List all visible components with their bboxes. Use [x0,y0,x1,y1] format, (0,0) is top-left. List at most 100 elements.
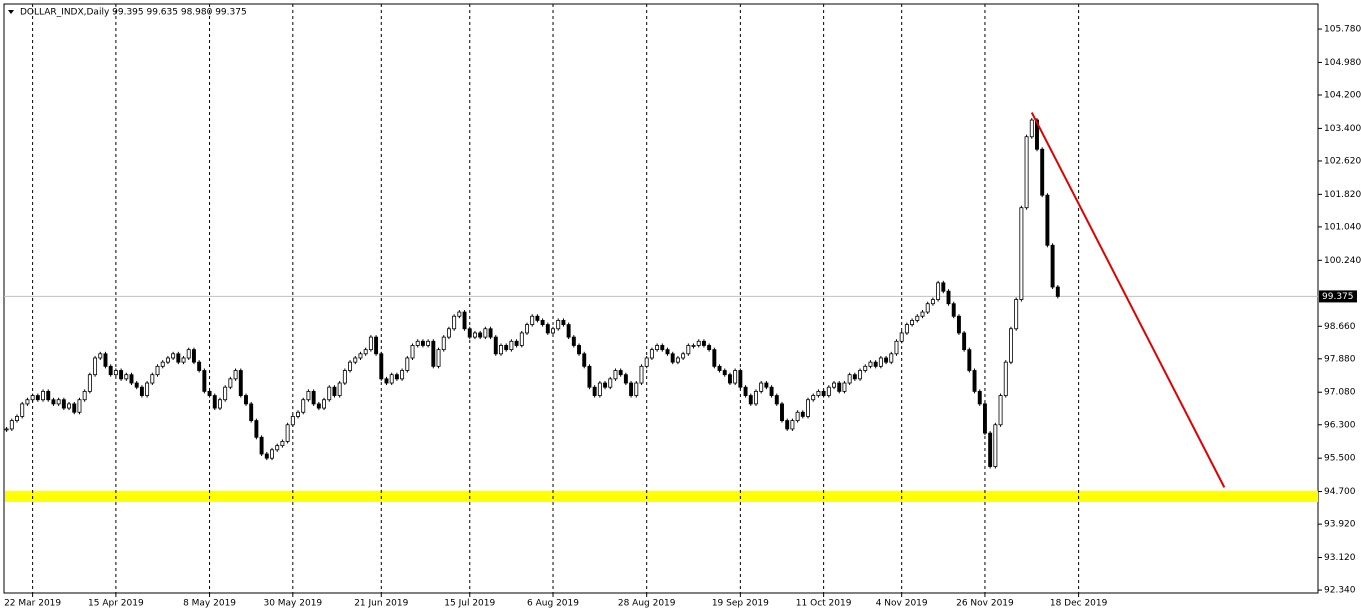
candle [483,328,488,338]
candle [858,370,863,380]
candle [119,370,124,380]
candle [587,365,592,388]
candle [1045,194,1050,246]
candle [238,370,243,396]
candle [259,436,264,455]
candle [212,395,217,409]
candle [821,390,826,396]
candle [134,382,139,388]
candle [160,361,165,367]
candle [873,361,878,367]
candle [577,345,581,355]
candle [51,399,56,405]
y-tick-label: 101.820 [1324,190,1361,200]
candle [649,349,654,359]
y-tick-label: 101.040 [1324,222,1361,232]
candle [218,399,222,409]
candle [98,353,103,359]
candle [358,353,363,359]
candle [223,386,228,401]
y-tick-label: 103.400 [1324,124,1361,134]
candle [644,357,649,367]
candle [910,320,915,325]
candle [956,315,961,334]
candle [722,370,727,376]
candle [519,332,524,346]
candle [884,357,889,363]
candle [525,324,529,334]
y-tick-label: 104.980 [1324,58,1361,68]
candle [400,370,405,380]
candle [780,403,784,421]
candle [852,374,857,380]
candle [436,349,441,367]
support-zone [5,490,1318,502]
candle [946,290,951,305]
x-tick-label: 6 Aug 2019 [527,599,579,609]
x-tick-label: 30 May 2019 [263,599,322,609]
candle [457,311,462,317]
candle [124,374,129,380]
candle [592,386,597,396]
candle [759,382,764,392]
candle [795,411,800,421]
candle [488,328,493,338]
candle [738,370,743,388]
candle [925,303,930,313]
candle [623,374,628,384]
candle [82,390,87,401]
menu-arrow[interactable] [8,10,14,14]
candle [556,320,561,330]
candle [1003,361,1008,396]
candle [254,420,259,438]
candle [1029,119,1034,138]
candle [618,370,623,376]
y-tick-label: 105.780 [1324,25,1361,35]
y-tick-label: 104.200 [1324,91,1361,101]
y-tick-label: 95.500 [1324,454,1356,464]
y-tick-label: 102.620 [1324,156,1361,166]
candle [103,353,108,367]
candle [899,332,904,342]
candle [301,399,306,413]
candle [707,345,712,351]
candle [270,449,274,459]
candle [77,399,82,413]
candle [696,340,701,346]
y-tick-label: 96.300 [1324,420,1356,430]
candle [972,370,977,392]
candle [842,382,847,392]
candle [4,428,9,431]
candle [150,374,155,384]
candle [405,357,410,371]
candle [540,320,545,325]
candle [394,374,399,380]
candle [837,382,842,392]
candle [889,353,894,363]
candle [348,361,353,371]
y-tick-label: 100.240 [1324,256,1361,266]
x-tick-label: 18 Dec 2019 [1050,599,1108,609]
y-tick-label: 98.660 [1324,322,1356,332]
chart-title: DOLLAR_INDX,Daily 99.395 99.635 98.980 9… [20,8,247,18]
candle [800,411,805,417]
candle [811,395,816,401]
candle [368,336,373,351]
candle [545,324,550,334]
candle [660,345,665,351]
candle [639,365,644,384]
candle [493,336,498,355]
candle [113,370,118,376]
candle [410,345,415,359]
candle [748,395,753,405]
candle [769,386,774,396]
candle [754,390,758,405]
candle [285,424,290,442]
candle [982,403,987,434]
candle [894,340,899,355]
candle [665,349,670,355]
candle [733,370,738,384]
candle [930,299,935,305]
candle [353,357,358,363]
candle [675,357,680,363]
